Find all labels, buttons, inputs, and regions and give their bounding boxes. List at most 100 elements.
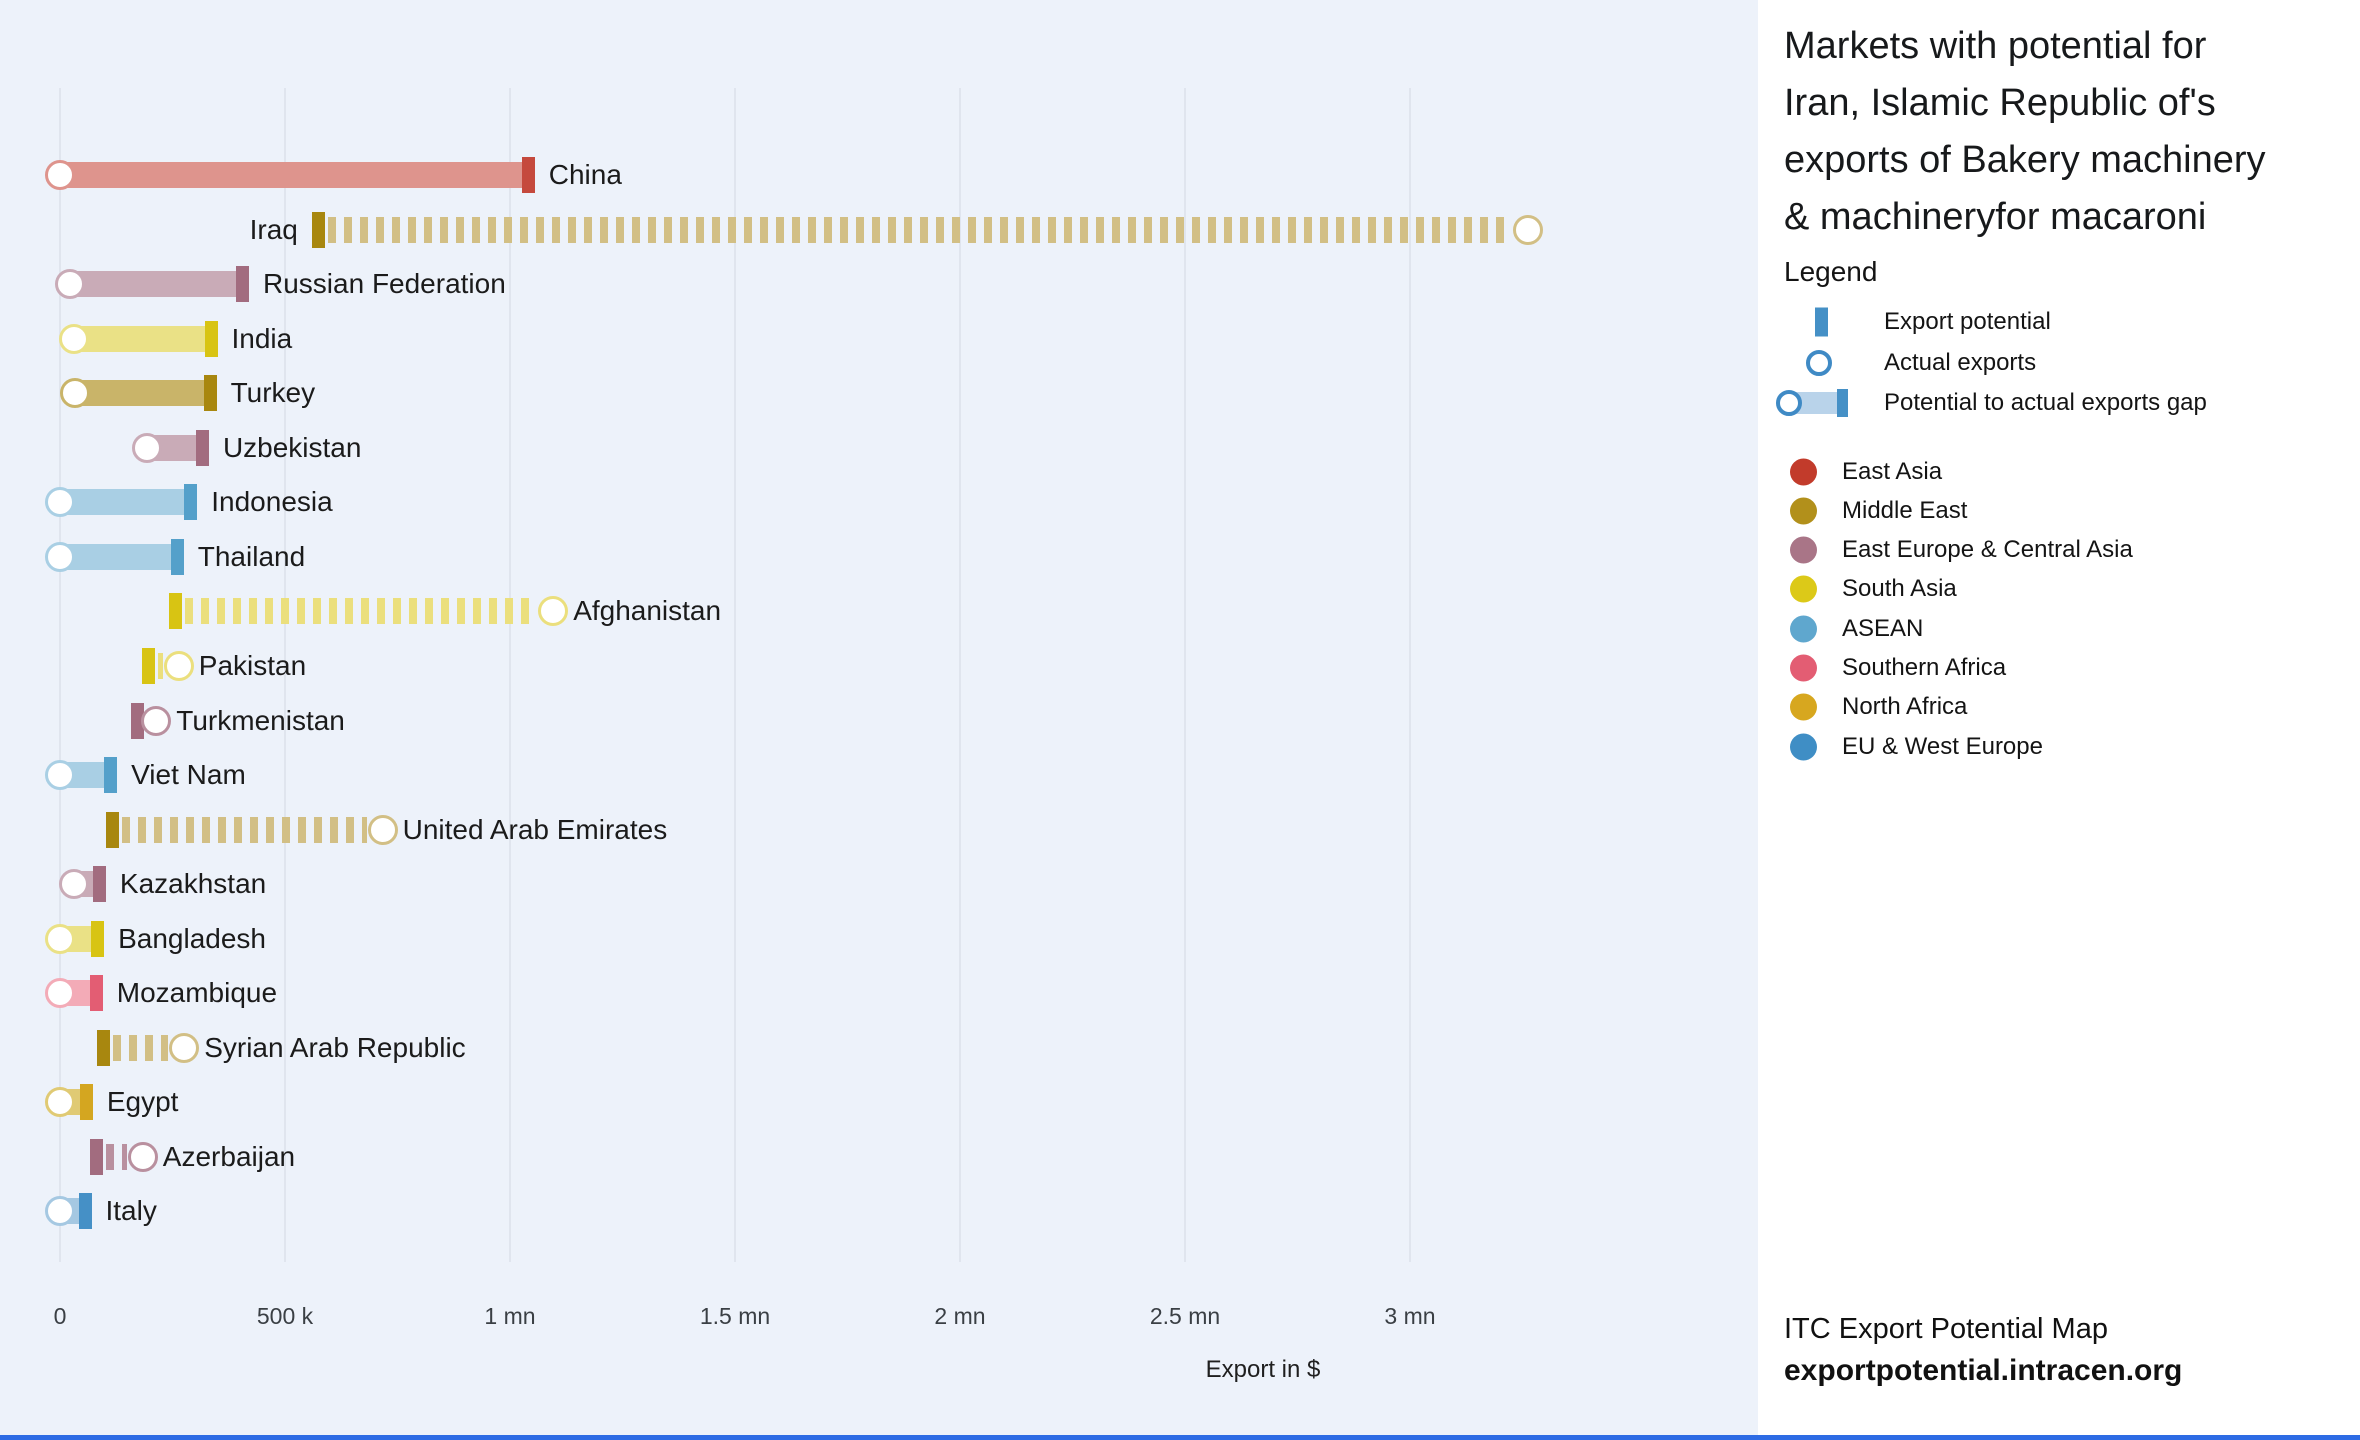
region-legend-item: Middle East: [1758, 491, 2360, 530]
x-tick-label: 500 k: [256, 1303, 314, 1329]
potential-cap-iraq[interactable]: [311, 211, 325, 248]
region-label: South Asia: [1842, 575, 1957, 603]
country-label-afghanistan: Afghanistan: [573, 595, 722, 627]
gap-dashes-azerbaijan[interactable]: [105, 1143, 127, 1170]
potential-cap-pakistan[interactable]: [142, 647, 156, 684]
actual-circle-turkmenistan[interactable]: [141, 705, 172, 736]
actual-circle-united-arab-emirates[interactable]: [367, 814, 398, 845]
potential-cap-uzbekistan[interactable]: [195, 429, 209, 466]
gap-bar-icon: [1793, 392, 1837, 414]
actual-circle-china[interactable]: [45, 160, 75, 190]
region-legend-item: ASEAN: [1758, 609, 2360, 648]
country-label-viet-nam: Viet Nam: [131, 759, 246, 791]
actual-circle-russian-federation[interactable]: [55, 269, 86, 300]
region-legend-item: South Asia: [1758, 570, 2360, 609]
gap-bar-indonesia[interactable]: [60, 489, 185, 516]
actual-circle-viet-nam[interactable]: [45, 760, 75, 791]
actual-circle-mozambique[interactable]: [45, 978, 75, 1009]
country-label-mozambique: Mozambique: [116, 977, 278, 1009]
potential-cap-italy[interactable]: [78, 1193, 92, 1230]
region-legend-item: East Asia: [1758, 452, 2360, 491]
country-label-united-arab-emirates: United Arab Emirates: [402, 813, 668, 845]
region-dot-icon: [1790, 693, 1817, 721]
potential-cap-afghanistan[interactable]: [168, 593, 182, 630]
potential-cap-egypt[interactable]: [79, 1084, 93, 1121]
country-label-turkmenistan: Turkmenistan: [176, 704, 345, 736]
gap-bar-china[interactable]: [60, 162, 522, 188]
actual-circle-pakistan[interactable]: [163, 650, 194, 681]
actual-circle-egypt[interactable]: [45, 1087, 75, 1118]
potential-cap-viet-nam[interactable]: [104, 757, 118, 794]
region-legend-item: East Europe & Central Asia: [1758, 531, 2360, 570]
side-panel: Markets with potential for Iran, Islamic…: [1758, 0, 2360, 1440]
gap-dashes-syrian-arab-republic[interactable]: [112, 1034, 169, 1061]
actual-circle-afghanistan[interactable]: [538, 596, 569, 627]
gap-dashes-united-arab-emirates[interactable]: [121, 816, 367, 843]
region-legend-item: North Africa: [1758, 688, 2360, 727]
actual-circle-india[interactable]: [58, 323, 89, 354]
export-potential-icon: [1815, 307, 1828, 337]
region-dot-icon: [1790, 497, 1817, 525]
actual-circle-bangladesh[interactable]: [45, 923, 75, 954]
country-label-azerbaijan: Azerbaijan: [162, 1140, 296, 1172]
country-label-uzbekistan: Uzbekistan: [222, 431, 362, 463]
potential-cap-china[interactable]: [521, 157, 535, 193]
actual-circle-indonesia[interactable]: [45, 487, 75, 518]
gridline: [1409, 88, 1411, 1262]
actual-exports-icon: [1806, 350, 1832, 376]
gridline: [284, 88, 286, 1262]
potential-cap-turkmenistan[interactable]: [130, 702, 144, 739]
region-dot-icon: [1790, 615, 1817, 643]
actual-circle-thailand[interactable]: [45, 541, 75, 572]
gap-bar-turkey[interactable]: [74, 380, 204, 407]
potential-cap-united-arab-emirates[interactable]: [105, 811, 119, 848]
country-label-russian-federation: Russian Federation: [263, 268, 506, 300]
potential-cap-turkey[interactable]: [203, 375, 217, 412]
country-label-indonesia: Indonesia: [211, 486, 333, 518]
legend-item-label: Actual exports: [1884, 349, 2037, 376]
chart-plot-area: 0 500 k 1 mn 1.5 mn 2 mn 2.5 mn 3 mn Export in …: [45, 88, 1544, 1383]
actual-circle-iraq[interactable]: [1513, 214, 1544, 245]
region-label: Middle East: [1842, 496, 1968, 524]
gap-bar-russian-federation[interactable]: [70, 271, 236, 298]
bottom-accent-strip: [0, 1435, 2360, 1440]
actual-circle-kazakhstan[interactable]: [58, 869, 89, 900]
gridline: [509, 88, 511, 1262]
gap-dashes-pakistan[interactable]: [158, 652, 163, 679]
region-legend-item: Southern Africa: [1758, 649, 2360, 688]
gap-dashes-iraq[interactable]: [327, 216, 1513, 243]
potential-cap-azerbaijan[interactable]: [89, 1138, 103, 1175]
country-label-pakistan: Pakistan: [198, 649, 307, 681]
gap-bar-thailand[interactable]: [60, 543, 171, 570]
legend-item-export-potential: Export potential: [1758, 302, 2360, 342]
country-label-bangladesh: Bangladesh: [118, 922, 266, 954]
x-tick-label: 1 mn: [484, 1303, 536, 1329]
country-label-turkey: Turkey: [230, 377, 316, 409]
x-tick-label: 2 mn: [934, 1303, 986, 1329]
gap-bar-india[interactable]: [73, 325, 205, 352]
x-tick-label: 1.5 mn: [699, 1303, 771, 1329]
potential-cap-india[interactable]: [204, 320, 218, 357]
potential-cap-thailand[interactable]: [170, 538, 184, 575]
region-label: East Asia: [1842, 457, 1943, 485]
potential-cap-syrian-arab-republic[interactable]: [96, 1029, 110, 1066]
potential-cap-mozambique[interactable]: [89, 975, 103, 1012]
actual-circle-italy[interactable]: [45, 1196, 75, 1227]
potential-cap-kazakhstan[interactable]: [92, 866, 106, 903]
country-label-kazakhstan: Kazakhstan: [119, 868, 267, 900]
actual-circle-syrian-arab-republic[interactable]: [169, 1032, 200, 1063]
region-dot-icon: [1790, 733, 1817, 761]
footer-url: exportpotential.intracen.org: [1784, 1354, 2183, 1387]
potential-cap-bangladesh[interactable]: [91, 920, 105, 957]
legend-title: Legend: [1784, 256, 1878, 287]
gap-dashes-afghanistan[interactable]: [184, 598, 538, 625]
gridline: [734, 88, 736, 1262]
legend-item-gap: Potential to actual exports gap: [1758, 383, 2360, 423]
potential-cap-russian-federation[interactable]: [236, 266, 249, 303]
potential-cap-indonesia[interactable]: [184, 484, 198, 521]
actual-circle-uzbekistan[interactable]: [131, 432, 162, 463]
region-label: Southern Africa: [1842, 654, 2007, 681]
actual-circle-turkey[interactable]: [59, 378, 90, 409]
actual-circle-azerbaijan[interactable]: [127, 1141, 158, 1172]
x-axis-title: Export in $: [1205, 1356, 1321, 1383]
